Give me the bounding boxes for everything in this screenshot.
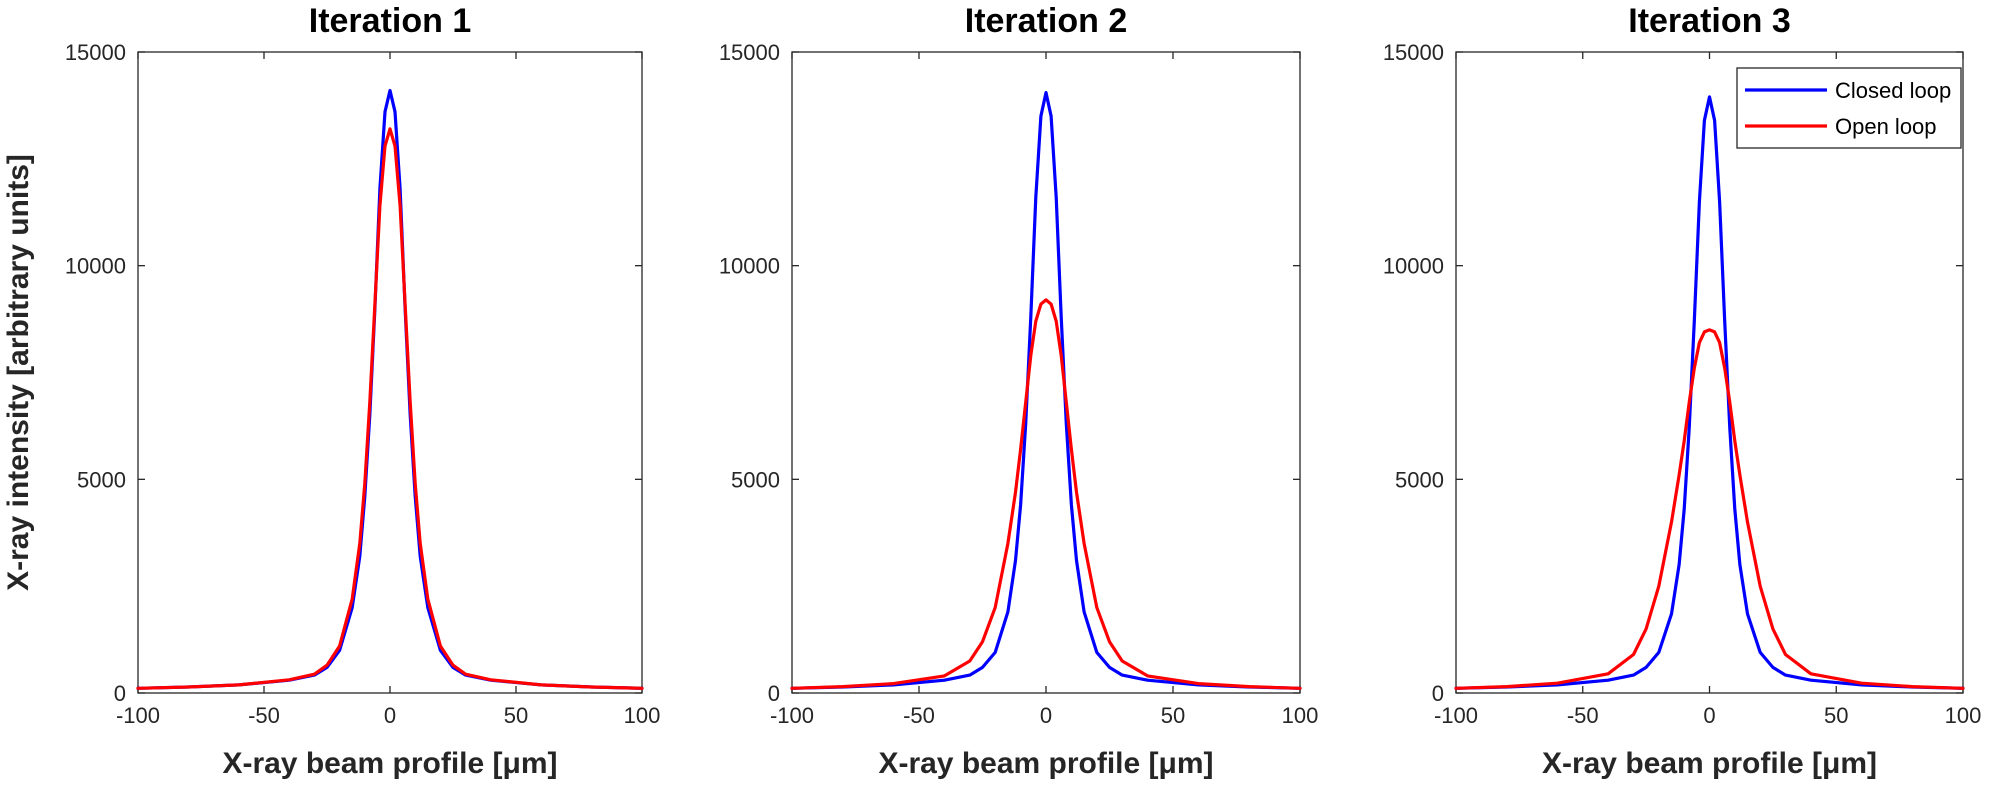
y-tick-label: 15000 bbox=[1383, 40, 1444, 65]
plot-area bbox=[137, 51, 643, 694]
series-line-closed-loop bbox=[1454, 95, 1965, 690]
y-axis-label: X-ray intensity [arbitrary units] bbox=[2, 154, 35, 591]
chart-title: Iteration 2 bbox=[965, 2, 1127, 40]
y-tick-label: 15000 bbox=[65, 40, 126, 65]
y-tick-label: 0 bbox=[768, 681, 780, 706]
y-tick-label: 10000 bbox=[1383, 254, 1444, 279]
x-tick-label: 50 bbox=[504, 703, 528, 728]
chart-panel-3: -100 -50 0 50 100 0 5000 10000 15000 Iteration 3 X… bbox=[1383, 2, 1982, 780]
x-tick-label: 0 bbox=[1040, 703, 1052, 728]
x-axis-label: X-ray beam profile [μm] bbox=[1542, 747, 1877, 780]
legend-label: Open loop bbox=[1835, 114, 1937, 139]
y-tick-label: 5000 bbox=[1395, 467, 1444, 492]
legend: Closed loop Open loop bbox=[1736, 67, 1962, 149]
series-line-closed-loop bbox=[790, 90, 1302, 690]
x-tick-label: -100 bbox=[1434, 703, 1478, 728]
y-tick-label: 0 bbox=[1432, 681, 1444, 706]
x-tick-label: -50 bbox=[903, 703, 935, 728]
legend-label: Closed loop bbox=[1835, 78, 1951, 103]
x-tick-label: 0 bbox=[384, 703, 396, 728]
y-tick-label: 5000 bbox=[731, 467, 780, 492]
x-tick-label: 50 bbox=[1824, 703, 1848, 728]
series-line-open-loop bbox=[136, 127, 644, 690]
series-line-open-loop bbox=[1454, 328, 1965, 690]
y-tick-label: 15000 bbox=[719, 40, 780, 65]
legend-box bbox=[1736, 67, 1962, 149]
y-tick-label: 0 bbox=[114, 681, 126, 706]
y-tick-label: 10000 bbox=[719, 254, 780, 279]
chart-title: Iteration 3 bbox=[1628, 2, 1790, 40]
x-tick-label: 100 bbox=[624, 703, 661, 728]
x-axis-label: X-ray beam profile [μm] bbox=[878, 747, 1213, 780]
y-tick-label: 10000 bbox=[65, 254, 126, 279]
y-tick-label: 5000 bbox=[77, 467, 126, 492]
x-tick-label: -100 bbox=[770, 703, 814, 728]
plot-area bbox=[1455, 51, 1964, 694]
chart-title: Iteration 1 bbox=[309, 2, 471, 40]
chart-panel-2: -100 -50 0 50 100 0 5000 10000 15000 Iteration 2 X… bbox=[719, 2, 1319, 780]
x-tick-label: 100 bbox=[1945, 703, 1982, 728]
x-tick-label: -50 bbox=[1567, 703, 1599, 728]
x-tick-label: -100 bbox=[116, 703, 160, 728]
x-tick-label: 0 bbox=[1703, 703, 1715, 728]
x-axis-label: X-ray beam profile [μm] bbox=[222, 747, 557, 780]
series-line-open-loop bbox=[790, 298, 1302, 690]
x-tick-label: 100 bbox=[1282, 703, 1319, 728]
x-tick-label: 50 bbox=[1161, 703, 1185, 728]
plot-area bbox=[791, 51, 1301, 694]
chart-panel-1: -100 -50 0 50 100 0 5000 10000 15000 Iteration 1 X… bbox=[2, 2, 660, 780]
x-tick-label: -50 bbox=[248, 703, 280, 728]
